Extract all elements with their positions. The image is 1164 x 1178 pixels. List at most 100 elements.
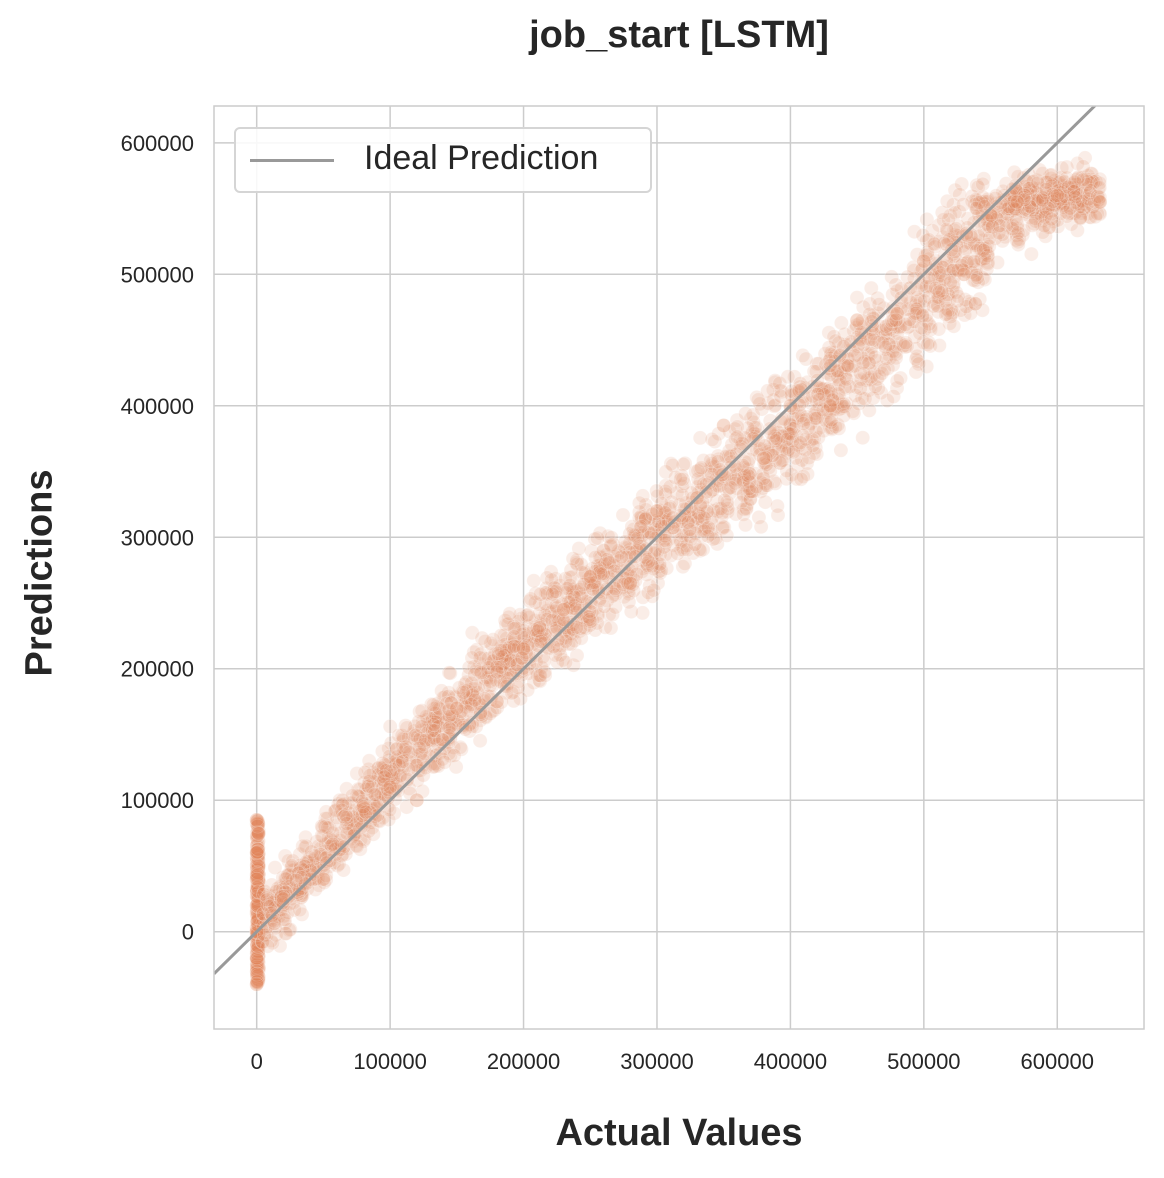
scatter-point <box>613 549 629 565</box>
scatter-point <box>357 800 372 816</box>
scatter-point <box>947 182 963 198</box>
scatter-point <box>1029 181 1045 196</box>
scatter-point <box>292 857 308 873</box>
scatter-point <box>367 798 383 814</box>
scatter-point <box>727 421 743 437</box>
scatter-point <box>783 417 799 433</box>
scatter-point <box>250 938 266 954</box>
scatter-point <box>679 538 694 554</box>
scatter-point <box>318 804 334 820</box>
scatter-point <box>250 926 266 941</box>
scatter-point <box>1045 190 1061 206</box>
scatter-point <box>813 380 828 396</box>
y-tick-label: 200000 <box>121 657 194 682</box>
scatter-point <box>257 927 273 942</box>
scatter-point <box>641 585 656 600</box>
scatter-point <box>563 562 579 578</box>
scatter-point <box>1027 193 1043 209</box>
scatter-point <box>1020 203 1036 219</box>
scatter-point <box>286 862 302 878</box>
scatter-point <box>984 214 1000 230</box>
scatter-point <box>634 514 650 529</box>
scatter-point <box>831 420 847 436</box>
scatter-point <box>1010 194 1025 210</box>
scatter-point <box>293 890 309 905</box>
scatter-point <box>977 272 993 288</box>
scatter-point <box>268 907 284 923</box>
scatter-point <box>458 699 474 715</box>
scatter-point <box>876 329 891 345</box>
scatter-point <box>876 362 892 378</box>
x-tick-label: 0 <box>251 1049 263 1074</box>
scatter-point <box>1053 182 1068 198</box>
scatter-point <box>250 972 266 988</box>
scatter-point <box>315 829 331 845</box>
scatter-point <box>674 468 689 483</box>
scatter-point <box>250 882 266 898</box>
scatter-point <box>366 806 382 822</box>
scatter-point <box>970 179 986 195</box>
scatter-point <box>1023 184 1039 200</box>
scatter-point <box>493 655 509 671</box>
scatter-point <box>693 474 708 490</box>
scatter-point <box>693 508 709 524</box>
scatter-point <box>1000 209 1015 225</box>
scatter-point <box>1044 211 1059 227</box>
scatter-point <box>283 886 299 901</box>
scatter-point <box>576 577 591 592</box>
scatter-point <box>635 488 651 504</box>
scatter-point <box>265 894 281 910</box>
scatter-point <box>940 287 956 302</box>
scatter-point <box>947 254 963 270</box>
scatter-point <box>752 471 768 487</box>
scatter-point <box>1088 209 1103 225</box>
scatter-point <box>1071 193 1087 209</box>
scatter-point <box>482 670 498 686</box>
scatter-point <box>285 853 301 869</box>
scatter-point <box>827 345 842 361</box>
scatter-point <box>250 974 266 990</box>
scatter-point <box>954 262 970 278</box>
scatter-point <box>987 230 1003 246</box>
scatter-point <box>1041 198 1057 214</box>
scatter-point <box>680 515 696 531</box>
scatter-point <box>1010 237 1026 253</box>
scatter-point <box>1059 159 1075 175</box>
scatter-point <box>950 218 966 234</box>
scatter-point <box>1091 180 1106 196</box>
scatter-point <box>332 792 348 808</box>
scatter-point <box>653 563 669 578</box>
scatter-point <box>649 555 665 571</box>
scatter-point <box>1056 189 1071 205</box>
scatter-point <box>503 662 519 678</box>
scatter-point <box>635 605 650 621</box>
scatter-point <box>1071 176 1086 192</box>
scatter-point <box>1066 183 1082 199</box>
scatter-point <box>966 235 982 251</box>
scatter-point <box>546 639 561 655</box>
scatter-point <box>861 356 877 372</box>
scatter-point <box>249 950 265 966</box>
scatter-point <box>472 663 488 679</box>
scatter-point <box>521 610 537 625</box>
scatter-point <box>863 372 879 388</box>
scatter-point <box>320 835 336 851</box>
scatter-point <box>1015 178 1031 194</box>
scatter-point <box>977 216 993 232</box>
scatter-point <box>1085 199 1101 214</box>
scatter-point <box>512 607 528 623</box>
scatter-point <box>352 810 368 826</box>
scatter-point <box>478 709 494 725</box>
scatter-point <box>250 871 266 887</box>
scatter-point <box>476 651 492 666</box>
scatter-point <box>1055 199 1071 215</box>
scatter-point <box>891 314 907 330</box>
scatter-point <box>547 604 563 619</box>
scatter-point <box>296 863 312 879</box>
scatter-point <box>498 617 514 633</box>
scatter-point <box>1040 174 1056 190</box>
scatter-point <box>451 714 467 730</box>
scatter-point <box>583 568 599 583</box>
scatter-point <box>284 868 300 884</box>
scatter-point <box>982 225 998 240</box>
